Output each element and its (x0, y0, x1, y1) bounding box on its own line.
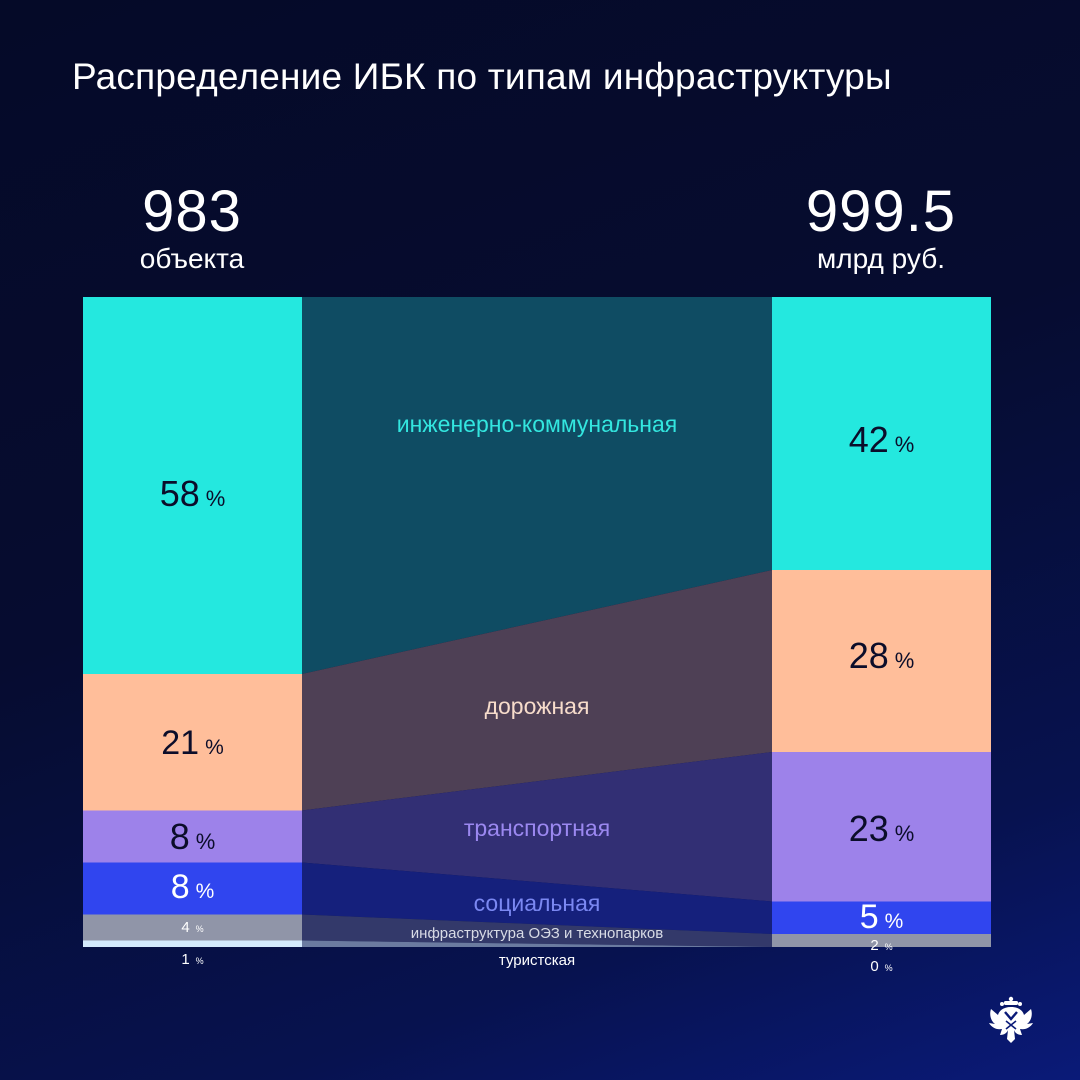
pct-sign: % (195, 879, 215, 903)
double-headed-eagle-emblem-icon (989, 996, 1033, 1043)
pct-sign: % (884, 909, 904, 933)
pct-value: 28 (848, 635, 889, 677)
flow-band (302, 752, 772, 902)
pct-value: 5 (859, 897, 879, 936)
pct-value: 23 (848, 808, 889, 850)
flow-band (302, 940, 772, 947)
pct-sign: % (195, 829, 216, 855)
pct-value: 58 (159, 473, 200, 515)
right-pct-label: 2% (772, 937, 991, 954)
pct-sign: % (894, 432, 915, 458)
left-total-value: 983 (142, 179, 242, 244)
left-pct-label: 58% (83, 473, 302, 515)
left-bar-segment (83, 914, 302, 941)
left-bar-segment (83, 940, 302, 947)
right-total-value: 999.5 (805, 179, 957, 244)
category-label: социальная (473, 890, 601, 917)
category-label: транспортная (463, 815, 611, 842)
pct-sign: % (195, 956, 204, 966)
left-pct-label: 21% (83, 724, 302, 763)
right-pct-label: 42% (772, 419, 991, 461)
left-bar-segment (83, 297, 302, 674)
pct-value: 8 (170, 867, 190, 906)
right-total: 999.5 млрд руб. (771, 182, 991, 274)
pct-sign: % (884, 963, 893, 973)
right-total-unit: млрд руб. (816, 243, 946, 274)
pct-value: 4 (181, 919, 190, 936)
right-bar-segment (772, 297, 991, 570)
left-total: 983 объекта (82, 182, 302, 274)
right-pct-label: 28% (772, 635, 991, 677)
pct-sign: % (205, 486, 226, 512)
right-bar-segment (772, 752, 991, 902)
pct-value: 2 (870, 937, 879, 954)
pct-value: 8 (169, 816, 190, 858)
right-bar-segment (772, 901, 991, 934)
left-pct-label: 8% (83, 816, 302, 858)
flow-band (302, 914, 772, 947)
pct-sign: % (894, 821, 915, 847)
chart-title: Распределение ИБК по типам инфраструктур… (72, 56, 892, 97)
right-pct-label: 0% (772, 958, 991, 975)
pct-value: 1 (181, 951, 190, 968)
left-bar-segment (83, 862, 302, 915)
left-pct-label: 4% (83, 919, 302, 936)
left-pct-label: 8% (83, 868, 302, 907)
category-label: дорожная (484, 693, 590, 720)
left-total-unit: объекта (139, 243, 245, 274)
category-label: туристская (498, 952, 576, 969)
right-pct-label: 5% (772, 898, 991, 937)
left-pct-label: 1% (83, 951, 302, 968)
left-bar-segment (83, 810, 302, 863)
right-pct-label: 23% (772, 808, 991, 850)
pct-sign: % (205, 735, 224, 759)
pct-value: 42 (848, 419, 889, 461)
pct-value: 0 (870, 958, 879, 975)
pct-sign: % (195, 924, 204, 934)
pct-sign: % (884, 942, 893, 952)
flow-band (302, 570, 772, 811)
category-label: инфраструктура ОЭЗ и технопарков (410, 925, 664, 942)
right-bar-segment (772, 934, 991, 947)
pct-value: 21 (161, 723, 200, 762)
left-bar-segment (83, 674, 302, 811)
right-bar-segment (772, 570, 991, 752)
flow-band (302, 862, 772, 934)
pct-sign: % (894, 648, 915, 674)
flow-band (302, 297, 772, 674)
category-label: инженерно-коммунальная (396, 411, 678, 438)
